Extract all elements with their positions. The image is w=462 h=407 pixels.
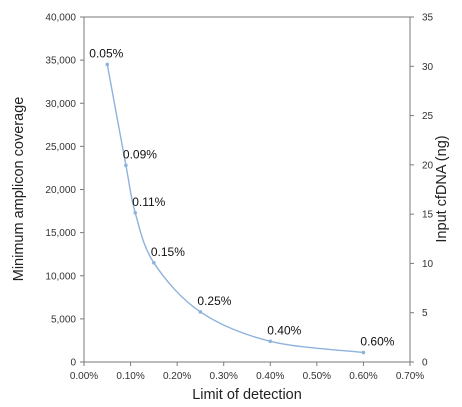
x-tick-label: 0.50% bbox=[303, 371, 331, 382]
data-point bbox=[152, 261, 156, 265]
y-axis-ticks: 0 5,000 10,000 15,000 20,000 25,000 30,000 35,0… bbox=[45, 13, 84, 369]
y-tick-label: 15,000 bbox=[45, 228, 76, 239]
y2-axis-ticks: 0 5 10 15 20 25 30 35 bbox=[410, 13, 434, 369]
data-label: 0.05% bbox=[89, 46, 123, 60]
y-tick-label: 0 bbox=[70, 358, 76, 369]
y-tick-label: 25,000 bbox=[45, 142, 76, 153]
data-label: 0.15% bbox=[151, 245, 185, 259]
x-tick-label: 0.40% bbox=[256, 371, 284, 382]
x-tick-label: 0.20% bbox=[163, 371, 191, 382]
y2-tick-label: 10 bbox=[422, 259, 434, 270]
y2-axis-title: Input cfDNA (ng) bbox=[434, 135, 450, 242]
y-axis-title: Minimum amplicon coverage bbox=[11, 97, 27, 282]
y-tick-label: 35,000 bbox=[45, 56, 76, 67]
x-tick-label: 0.10% bbox=[116, 371, 144, 382]
data-point bbox=[268, 339, 273, 344]
y-tick-label: 30,000 bbox=[45, 99, 76, 110]
plot-frame bbox=[83, 16, 411, 363]
data-point bbox=[105, 62, 110, 67]
data-label: 0.09% bbox=[123, 147, 157, 161]
data-label: 0.60% bbox=[360, 335, 394, 349]
x-axis-ticks: 0.00% 0.10% 0.20% 0.30% 0.40% 0.50% 0.60% 0.70% bbox=[70, 362, 424, 382]
y2-tick-label: 5 bbox=[422, 308, 428, 319]
data-point bbox=[198, 310, 203, 314]
x-axis-title: Limit of detection bbox=[192, 387, 302, 403]
x-tick-label: 0.60% bbox=[349, 371, 377, 382]
data-point bbox=[361, 350, 366, 355]
data-point bbox=[124, 163, 128, 168]
y2-tick-label: 30 bbox=[422, 62, 434, 73]
y-tick-label: 20,000 bbox=[45, 185, 76, 196]
y-tick-label: 10,000 bbox=[45, 271, 76, 282]
data-point bbox=[133, 210, 138, 215]
y-tick-label: 40,000 bbox=[45, 13, 76, 24]
data-label: 0.11% bbox=[132, 195, 165, 209]
x-tick-label: 0.70% bbox=[396, 371, 424, 382]
x-tick-label: 0.00% bbox=[70, 371, 98, 382]
y2-tick-label: 15 bbox=[422, 210, 434, 221]
data-labels: 0.05% 0.09% 0.11% 0.15% 0.25% 0.40% 0.60% bbox=[89, 46, 394, 348]
y-tick-label: 5,000 bbox=[51, 314, 76, 325]
y2-tick-label: 0 bbox=[422, 358, 428, 369]
data-label: 0.40% bbox=[267, 323, 301, 337]
data-points bbox=[105, 62, 366, 355]
data-label: 0.25% bbox=[197, 294, 231, 308]
x-tick-label: 0.30% bbox=[210, 371, 238, 382]
y2-tick-label: 20 bbox=[422, 160, 434, 171]
y2-tick-label: 35 bbox=[422, 13, 434, 24]
y2-tick-label: 25 bbox=[422, 111, 434, 122]
